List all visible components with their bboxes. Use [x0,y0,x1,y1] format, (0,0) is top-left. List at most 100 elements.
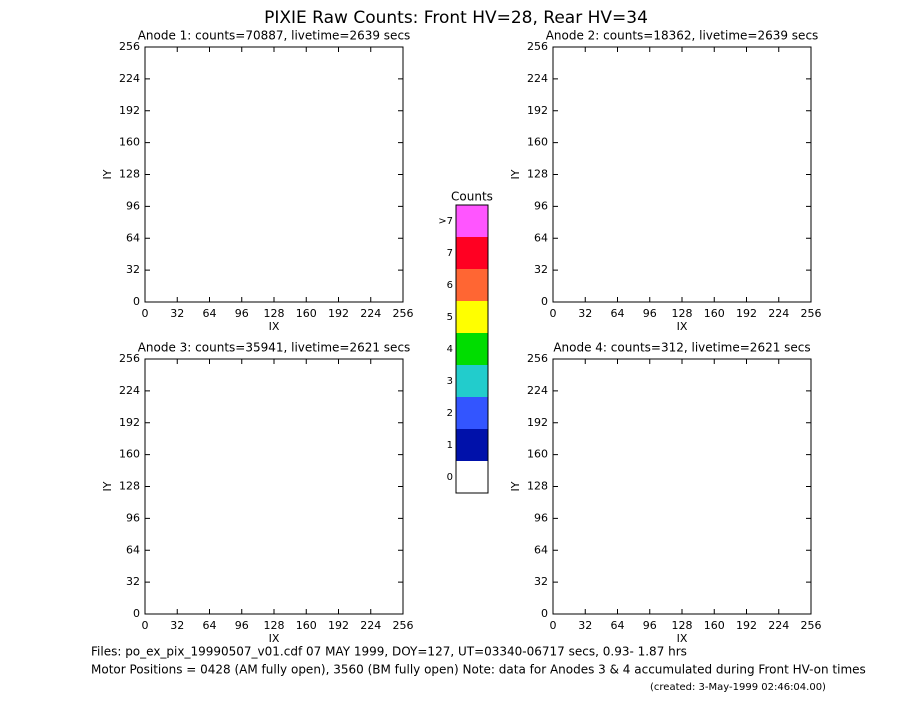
x-tick-label: 0 [550,619,557,632]
y-tick-label: 192 [527,416,548,429]
x-tick-label: 32 [578,619,592,632]
x-tick-label: 64 [203,619,217,632]
x-tick-label: 128 [264,619,285,632]
x-tick-label: 128 [264,307,285,320]
x-tick-label: 256 [801,619,822,632]
colorbar-title: Counts [451,190,493,204]
y-tick-label: 0 [133,607,140,620]
plot-frame [144,358,404,615]
y-tick-label: 256 [527,40,548,53]
colorbar-swatch [456,461,488,493]
y-tick-label: 32 [126,575,140,588]
x-tick-label: 224 [360,307,381,320]
x-tick-label: 96 [235,619,249,632]
x-tick-label: 96 [643,619,657,632]
x-tick-label: 192 [736,619,757,632]
x-tick-label: 128 [672,619,693,632]
y-tick-label: 128 [527,480,548,493]
x-tick-label: 192 [328,307,349,320]
x-tick-label: 0 [142,619,149,632]
x-tick-label: 32 [578,307,592,320]
x-tick-label: 32 [170,307,184,320]
y-tick-label: 160 [527,136,548,149]
y-tick-label: 128 [119,480,140,493]
x-tick-label: 192 [736,307,757,320]
y-tick-label: 96 [534,199,548,212]
x-tick-label: 64 [611,619,625,632]
colorbar-swatch [456,205,488,237]
plot-frame [552,46,812,303]
x-tick-label: 96 [643,307,657,320]
x-axis-label: IX [269,632,280,645]
colorbar-label: 3 [447,376,453,387]
x-tick-label: 160 [704,307,725,320]
y-tick-label: 224 [119,72,140,85]
colorbar-swatch [456,429,488,461]
x-axis-label: IX [269,320,280,333]
x-tick-label: 32 [170,619,184,632]
x-tick-label: 256 [393,619,414,632]
x-tick-label: 64 [203,307,217,320]
y-tick-label: 192 [527,104,548,117]
colorbar-label: 6 [447,280,453,291]
x-tick-label: 192 [328,619,349,632]
y-tick-label: 64 [126,543,140,556]
colorbar-label: 1 [447,440,453,451]
y-tick-label: 64 [534,543,548,556]
panel-title: Anode 3: counts=35941, livetime=2621 sec… [138,341,411,355]
x-tick-label: 128 [672,307,693,320]
colorbar-label: 2 [447,408,453,419]
y-tick-label: 32 [126,263,140,276]
colorbar-label: 0 [447,472,453,483]
y-tick-label: 96 [126,199,140,212]
page-title: PIXIE Raw Counts: Front HV=28, Rear HV=3… [264,8,648,28]
y-tick-label: 32 [534,575,548,588]
colorbar-label: 4 [447,344,453,355]
x-axis-label: IX [677,320,688,333]
plot-frame [144,46,404,303]
y-tick-label: 192 [119,104,140,117]
y-tick-label: 160 [119,136,140,149]
x-tick-label: 224 [768,307,789,320]
y-tick-label: 224 [119,384,140,397]
colorbar-swatch [456,269,488,301]
y-tick-label: 256 [119,352,140,365]
y-axis-label: IY [101,481,114,491]
x-tick-label: 0 [550,307,557,320]
y-tick-label: 64 [534,231,548,244]
y-tick-label: 256 [527,352,548,365]
y-axis-label: IY [101,169,114,179]
colorbar-swatch [456,237,488,269]
y-tick-label: 0 [133,295,140,308]
y-tick-label: 32 [534,263,548,276]
x-tick-label: 160 [296,307,317,320]
panel-title: Anode 1: counts=70887, livetime=2639 sec… [138,29,411,43]
footer-motor: Motor Positions = 0428 (AM fully open), … [91,663,866,677]
colorbar-label: >7 [438,216,453,227]
y-tick-label: 160 [527,448,548,461]
footer-files: Files: po_ex_pix_19990507_v01.cdf 07 MAY… [91,645,687,659]
x-tick-label: 256 [393,307,414,320]
y-tick-label: 128 [527,168,548,181]
panel-title: Anode 4: counts=312, livetime=2621 secs [553,341,810,355]
y-tick-label: 128 [119,168,140,181]
y-tick-label: 224 [527,384,548,397]
footer-created: (created: 3-May-1999 02:46:04.00) [650,682,826,693]
y-tick-label: 0 [541,607,548,620]
y-tick-label: 224 [527,72,548,85]
y-tick-label: 64 [126,231,140,244]
y-axis-label: IY [509,481,522,491]
y-tick-label: 96 [126,511,140,524]
colorbar-frame [455,204,489,494]
y-tick-label: 0 [541,295,548,308]
x-tick-label: 224 [360,619,381,632]
x-tick-label: 160 [296,619,317,632]
colorbar-swatch [456,365,488,397]
x-tick-label: 160 [704,619,725,632]
panel-title: Anode 2: counts=18362, livetime=2639 sec… [546,29,819,43]
x-tick-label: 64 [611,307,625,320]
colorbar-swatch [456,333,488,365]
x-tick-label: 256 [801,307,822,320]
x-tick-label: 224 [768,619,789,632]
